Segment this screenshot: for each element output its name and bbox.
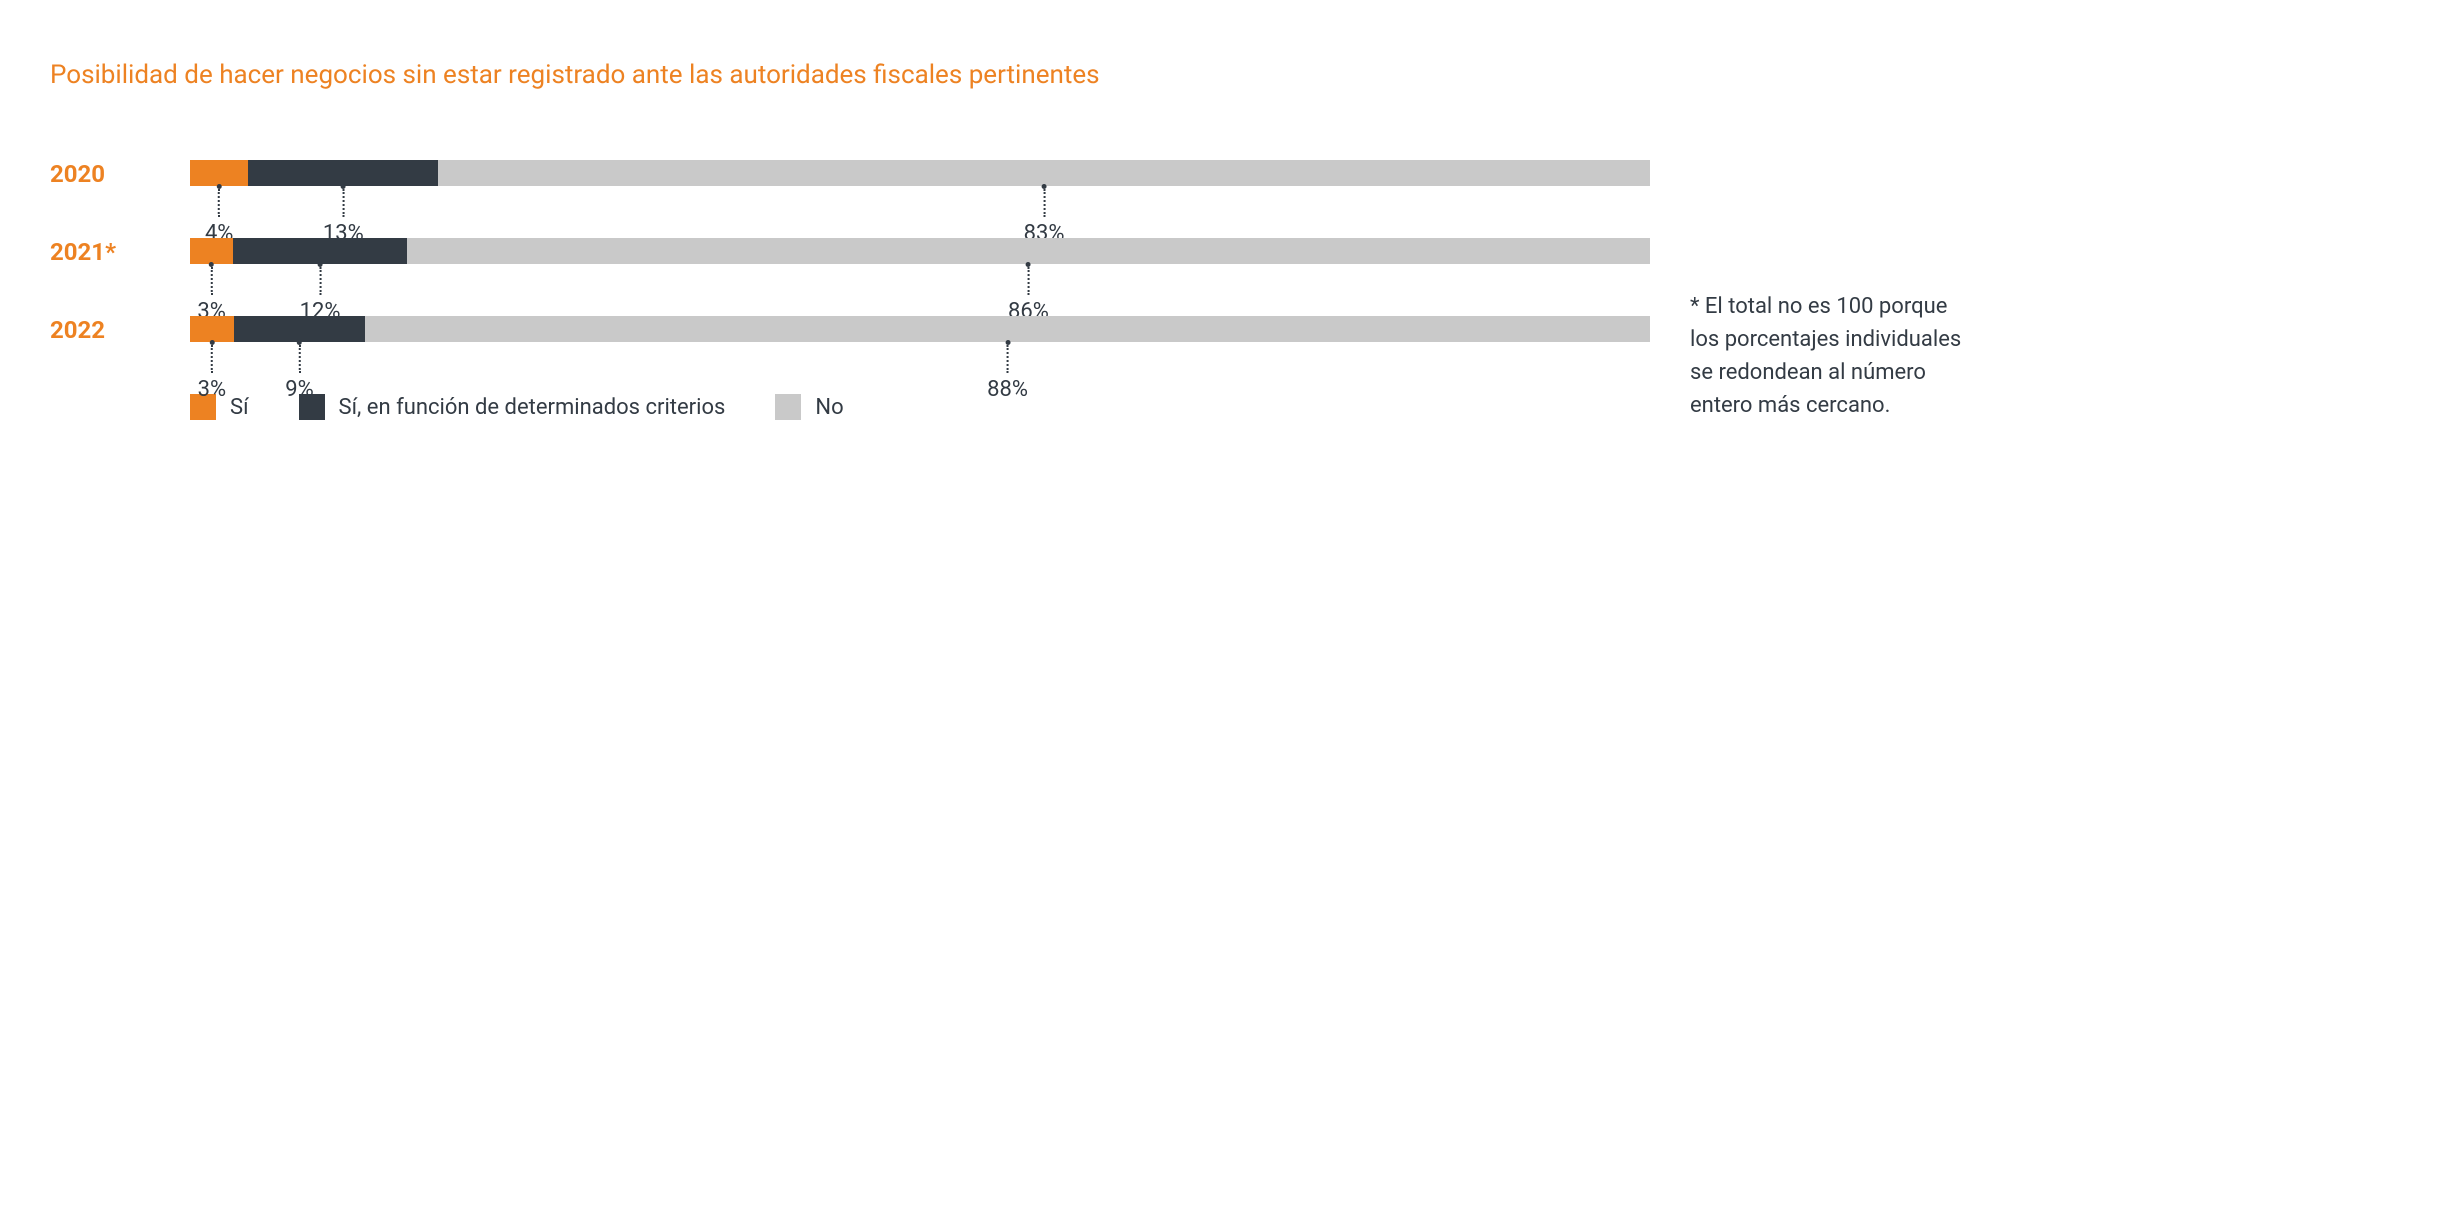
- bar-segment-yes-criteria: 9%: [234, 316, 365, 342]
- chart-container: Posibilidad de hacer negocios sin estar …: [50, 60, 2409, 422]
- value-callout: 3%: [198, 342, 226, 402]
- callout-line: [1043, 189, 1045, 217]
- bar-wrap: 3% 12%: [190, 238, 1650, 264]
- callout-line: [342, 189, 344, 217]
- callout-line: [298, 345, 300, 373]
- legend-swatch: [775, 394, 801, 420]
- callout-label: 3%: [198, 377, 226, 402]
- bar-wrap: 3% 9%: [190, 316, 1650, 342]
- value-callout: 86%: [1008, 264, 1049, 324]
- stacked-bar: 3% 9%: [190, 316, 1650, 342]
- stacked-bar: 4% 13%: [190, 160, 1650, 186]
- value-callout: 83%: [1024, 186, 1065, 246]
- bar-segment-yes-criteria: 13%: [248, 160, 438, 186]
- value-callout: 13%: [323, 186, 364, 246]
- legend-item-no: No: [775, 394, 843, 420]
- chart-body: 2020 4%: [50, 160, 2409, 422]
- callout-line: [1007, 345, 1009, 373]
- value-callout: 4%: [205, 186, 233, 246]
- bar-segment-yes-criteria: 12%: [233, 238, 406, 264]
- bar-segment-yes: 3%: [190, 238, 233, 264]
- value-callout: 3%: [197, 264, 225, 324]
- bar-wrap: 4% 13%: [190, 160, 1650, 186]
- row-label: 2020: [50, 160, 190, 188]
- value-callout: 9%: [285, 342, 313, 402]
- callout-line: [319, 267, 321, 295]
- row-label: 2021*: [50, 238, 190, 266]
- legend-label: No: [815, 395, 843, 420]
- bar-segment-yes: 3%: [190, 316, 234, 342]
- callout-line: [211, 345, 213, 373]
- stacked-bar: 3% 12%: [190, 238, 1650, 264]
- legend-label: Sí, en función de determinados criterios: [339, 395, 726, 420]
- callout-line: [218, 189, 220, 217]
- callout-line: [1027, 267, 1029, 295]
- legend-label: Sí: [230, 395, 249, 420]
- chart-row: 2020 4%: [50, 160, 1650, 188]
- callout-line: [211, 267, 213, 295]
- chart-title: Posibilidad de hacer negocios sin estar …: [50, 60, 2409, 90]
- bar-segment-yes: 4%: [190, 160, 248, 186]
- bar-segment-no: 88%: [365, 316, 1650, 342]
- legend: Sí Sí, en función de determinados criter…: [190, 394, 1650, 420]
- callout-label: 9%: [285, 377, 313, 402]
- value-callout: 12%: [300, 264, 341, 324]
- bar-segment-no: 83%: [438, 160, 1650, 186]
- legend-item-yes-criteria: Sí, en función de determinados criterios: [299, 394, 726, 420]
- chart-row: 2022 3%: [50, 316, 1650, 344]
- row-label: 2022: [50, 316, 190, 344]
- chart-rows: 2020 4%: [50, 160, 1650, 420]
- callout-label: 88%: [987, 377, 1028, 402]
- value-callout: 88%: [987, 342, 1028, 402]
- chart-row: 2021* 3%: [50, 238, 1650, 266]
- bar-segment-no: 86%: [407, 238, 1650, 264]
- footnote: * El total no es 100 porque los porcenta…: [1690, 160, 1980, 422]
